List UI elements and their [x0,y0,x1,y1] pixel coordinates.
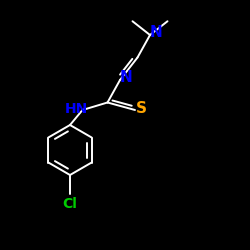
Text: S: S [136,101,147,116]
Text: Cl: Cl [62,197,78,211]
Text: HN: HN [64,102,88,116]
Text: N: N [150,25,162,40]
Text: N: N [120,70,132,86]
